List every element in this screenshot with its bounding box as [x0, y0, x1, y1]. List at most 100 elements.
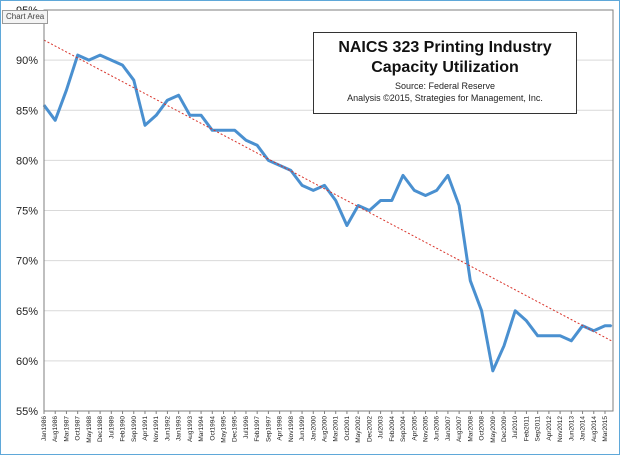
plot-area-border	[43, 9, 614, 412]
x-tick-label: Jun1999	[299, 416, 306, 441]
y-tick-label: 60%	[16, 356, 38, 368]
chart-title: NAICS 323 Printing Industry	[338, 39, 552, 56]
data-point	[177, 94, 180, 97]
data-point	[211, 129, 214, 132]
chart-subtitle: Capacity Utilization	[371, 59, 519, 76]
data-point	[379, 199, 382, 202]
data-point	[391, 199, 393, 202]
data-point	[368, 209, 371, 212]
x-tick-label: Jan1986	[41, 416, 48, 441]
data-point	[121, 64, 124, 66]
x-tick-label: May2009	[490, 416, 497, 443]
data-point	[570, 340, 573, 342]
capacity-utilization-line	[42, 53, 612, 373]
data-point	[189, 114, 191, 117]
chart-title-box: NAICS 323 Printing Industry Capacity Uti…	[313, 32, 577, 114]
data-point	[525, 319, 528, 322]
x-tick-label: Aug2007	[456, 416, 463, 442]
data-point	[245, 139, 247, 142]
x-tick-label: Jan2007	[445, 416, 452, 441]
data-point	[424, 194, 427, 197]
x-tick-label: May1995	[221, 416, 228, 443]
data-point	[604, 324, 606, 327]
data-point	[144, 124, 146, 127]
data-point	[65, 89, 68, 91]
x-tick-label: Jul1989	[108, 416, 115, 439]
x-axis-ticks: Jan1986 Aug1986 Mar1987 Oct1987 May1988 Dec19…	[41, 411, 609, 443]
data-point	[559, 335, 561, 337]
data-point	[357, 204, 359, 207]
data-point	[536, 335, 539, 337]
data-point	[435, 189, 438, 192]
x-tick-label: Oct2008	[479, 416, 486, 441]
x-tick-label: May2002	[355, 416, 362, 443]
x-tick-label: Mar1994	[198, 416, 205, 442]
data-point	[267, 159, 270, 162]
x-tick-label: Jul1996	[243, 416, 250, 439]
data-point	[458, 204, 460, 207]
data-point	[54, 119, 57, 122]
data-point	[480, 309, 483, 312]
x-tick-label: Feb2011	[523, 416, 530, 442]
series-lines	[42, 39, 613, 373]
data-point	[99, 54, 101, 56]
x-tick-label: Feb1990	[120, 416, 127, 442]
chart-area-tag: Chart Area	[2, 10, 49, 24]
data-point	[402, 174, 404, 177]
y-tick-label: 80%	[16, 155, 38, 167]
x-tick-label: Mar2008	[467, 416, 474, 442]
data-point	[491, 370, 494, 372]
data-point	[323, 184, 326, 187]
x-tick-label: Jun1992	[164, 416, 171, 441]
x-tick-label: Nov1998	[288, 416, 295, 442]
data-point	[256, 144, 258, 147]
x-tick-label: Dec1995	[232, 416, 239, 442]
data-point	[503, 345, 505, 347]
x-tick-label: Sep2011	[535, 416, 542, 442]
x-tick-label: Dec2009	[501, 416, 508, 442]
x-tick-label: May1988	[86, 416, 93, 443]
chart-credit: Analysis ©2015, Strategies for Managemen…	[347, 93, 543, 103]
y-axis-ticks: 55%60%65%70%75%80%85%90%95%	[16, 5, 38, 418]
x-tick-label: Apr2005	[411, 416, 418, 441]
chart-source: Source: Federal Reserve	[394, 81, 496, 91]
x-tick-label: Aug2014	[591, 416, 598, 442]
data-point	[413, 189, 416, 192]
data-point	[514, 309, 517, 312]
x-tick-label: Sep1997	[265, 416, 272, 442]
x-tick-label: Apr1991	[142, 416, 149, 441]
x-tick-label: Nov2005	[422, 416, 429, 442]
y-tick-label: 70%	[16, 256, 38, 268]
data-point	[132, 79, 135, 81]
data-point	[346, 224, 348, 227]
x-tick-label: Sep2004	[400, 416, 407, 442]
trend-line	[43, 39, 612, 342]
x-tick-label: Nov2012	[557, 416, 564, 442]
y-tick-label: 65%	[16, 306, 38, 318]
x-tick-label: Dec2002	[366, 416, 373, 442]
x-tick-label: Apr1998	[277, 416, 284, 441]
x-tick-label: Mar2001	[333, 416, 340, 442]
data-point	[610, 324, 613, 327]
data-point	[469, 279, 472, 282]
y-tick-label: 75%	[16, 206, 38, 218]
x-tick-label: Oct1994	[209, 416, 216, 441]
x-tick-label: Nov1991	[153, 416, 160, 442]
x-tick-label: Aug2000	[321, 416, 328, 442]
x-tick-label: Jun2006	[434, 416, 441, 441]
x-tick-label: Dec1988	[97, 416, 104, 442]
x-tick-label: Jul2010	[512, 416, 519, 439]
data-point	[301, 184, 303, 187]
data-point	[548, 335, 550, 337]
x-tick-label: Oct2001	[344, 416, 351, 441]
data-point	[76, 54, 79, 56]
data-point	[88, 59, 90, 61]
data-point	[110, 59, 113, 61]
x-tick-label: Apr2012	[546, 416, 553, 441]
data-point	[447, 174, 449, 177]
y-tick-label: 90%	[16, 55, 38, 67]
x-tick-label: Aug1993	[187, 416, 194, 442]
x-tick-label: Sep1990	[131, 416, 138, 442]
x-tick-label: Oct1987	[75, 416, 82, 441]
data-point	[334, 199, 337, 202]
